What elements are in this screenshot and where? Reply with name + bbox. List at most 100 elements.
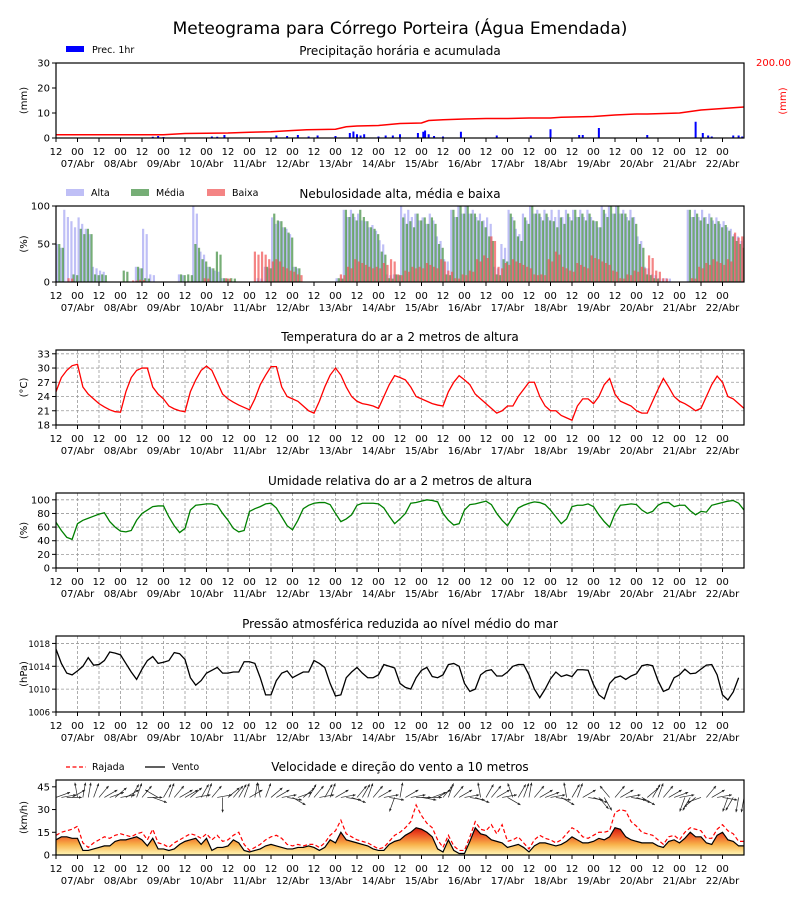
- x-tick-hour: 12: [566, 864, 579, 875]
- wind-arrow-head: [786, 790, 789, 792]
- wind-arrow: [760, 792, 774, 797]
- panel-title: Temperatura do ar a 2 metros de altura: [280, 330, 519, 344]
- x-tick-hour: 00: [501, 291, 514, 302]
- wind-arrow: [776, 790, 789, 798]
- wind-arrow-head: [741, 809, 744, 812]
- x-tick-hour: 12: [480, 721, 493, 732]
- wind-arrow-head: [97, 783, 99, 786]
- x-tick-day: 13/Abr: [319, 303, 353, 314]
- x-tick-hour: 00: [501, 434, 514, 445]
- y-tick-label: 30: [37, 805, 50, 816]
- cloud-low-bar: [429, 265, 431, 282]
- cloud-low-bar: [297, 274, 299, 282]
- x-tick-hour: 12: [480, 434, 493, 445]
- x-tick-day: 12/Abr: [276, 733, 310, 744]
- x-tick-day: 07/Abr: [61, 303, 95, 314]
- panel-title: Nebulosidade alta, média e baixa: [299, 187, 500, 201]
- cloud-mid-bar: [83, 234, 85, 282]
- wind-arrow-head: [527, 783, 529, 786]
- x-tick-hour: 12: [308, 434, 321, 445]
- wind-arrow-head: [556, 792, 559, 794]
- cloud-mid-bar: [782, 221, 784, 282]
- precip-bars: [152, 66, 800, 139]
- x-tick-day: 09/Abr: [147, 303, 181, 314]
- x-tick-hour: 12: [265, 147, 278, 158]
- cloud-mid-bar: [402, 217, 404, 282]
- cloud-high-bar: [791, 234, 793, 282]
- x-tick-day: 19/Abr: [577, 303, 611, 314]
- x-tick-hour: 00: [630, 147, 643, 158]
- wind-arrow-head: [451, 783, 453, 786]
- wind-arrow-head: [299, 798, 302, 801]
- x-tick-day: 20/Abr: [620, 446, 654, 457]
- cloud-low-bar: [788, 255, 790, 282]
- cloud-high-bar: [343, 210, 345, 282]
- wind-arrow-head: [423, 794, 426, 797]
- x-tick-hour: 00: [458, 721, 471, 732]
- x-tick-hour: 00: [372, 291, 385, 302]
- wind-arrow-head: [477, 783, 480, 786]
- cloud-low-bar: [368, 267, 370, 282]
- wind-arrow-head: [765, 790, 768, 792]
- wind-arrow-head: [363, 800, 366, 802]
- x-tick-hour: 12: [265, 291, 278, 302]
- x-tick-hour: 12: [50, 577, 63, 588]
- panel-4: Pressão atmosférica reduzida ao nível mé…: [19, 617, 744, 744]
- x-tick-hour: 12: [695, 147, 708, 158]
- wind-arrow-head: [507, 783, 509, 786]
- wind-arrow-head: [396, 794, 399, 797]
- y-tick-label: 30: [37, 59, 50, 70]
- x-tick-day: 08/Abr: [104, 303, 138, 314]
- cloud-low-bar: [795, 261, 797, 282]
- x-tick-day: 12/Abr: [276, 876, 310, 887]
- x-tick-hour: 00: [286, 147, 299, 158]
- cloud-low-bar: [512, 259, 514, 282]
- wind-arrow-head: [514, 794, 517, 797]
- x-tick-hour: 12: [179, 147, 192, 158]
- cloud-mid-bar: [62, 248, 64, 282]
- cloud-low-bar: [637, 272, 639, 282]
- y-tick-label: 1010: [28, 686, 50, 696]
- x-tick-hour: 00: [243, 577, 256, 588]
- x-tick-hour: 12: [609, 147, 622, 158]
- x-tick-hour: 12: [50, 291, 63, 302]
- cloud-low-bar: [300, 275, 302, 282]
- x-tick-day: 07/Abr: [61, 733, 95, 744]
- x-tick-day: 16/Abr: [448, 876, 482, 887]
- cloud-low-bar: [705, 263, 707, 282]
- cloud-low-bar: [748, 240, 750, 282]
- cloud-low-bar: [390, 259, 392, 282]
- x-tick-day: 07/Abr: [61, 446, 95, 457]
- cloud-low-bar: [254, 252, 256, 282]
- y-tick-label: 0: [44, 851, 50, 862]
- x-tick-hour: 00: [630, 721, 643, 732]
- cloud-high-bar: [780, 217, 782, 282]
- cloud-high-bar: [146, 234, 148, 282]
- x-tick-day: 20/Abr: [620, 733, 654, 744]
- cloud-mid-bar: [545, 214, 547, 282]
- legend-label-vento: Vento: [172, 762, 199, 773]
- cloud-low-bar: [447, 271, 449, 282]
- cloud-low-bar: [494, 241, 496, 282]
- x-tick-hour: 00: [200, 434, 213, 445]
- x-tick-hour: 12: [136, 577, 149, 588]
- cloud-low-bar: [548, 259, 550, 282]
- wind-arrow-head: [748, 810, 751, 813]
- cloud-mid-bar: [191, 275, 193, 282]
- x-tick-day: 21/Abr: [663, 303, 697, 314]
- x-tick-hour: 00: [544, 864, 557, 875]
- x-tick-day: 21/Abr: [663, 589, 697, 600]
- x-tick-hour: 00: [114, 434, 127, 445]
- x-tick-hour: 12: [566, 721, 579, 732]
- x-tick-hour: 12: [50, 864, 63, 875]
- cloud-low-bar: [386, 265, 388, 282]
- cloud-high-bar: [787, 229, 789, 282]
- x-tick-hour: 00: [415, 577, 428, 588]
- x-tick-hour: 00: [372, 434, 385, 445]
- x-tick-hour: 12: [308, 864, 321, 875]
- x-tick-hour: 12: [437, 577, 450, 588]
- x-tick-hour: 12: [394, 864, 407, 875]
- x-tick-day: 22/Abr: [706, 589, 740, 600]
- cloud-mid-bar: [535, 214, 537, 282]
- x-tick-hour: 00: [458, 434, 471, 445]
